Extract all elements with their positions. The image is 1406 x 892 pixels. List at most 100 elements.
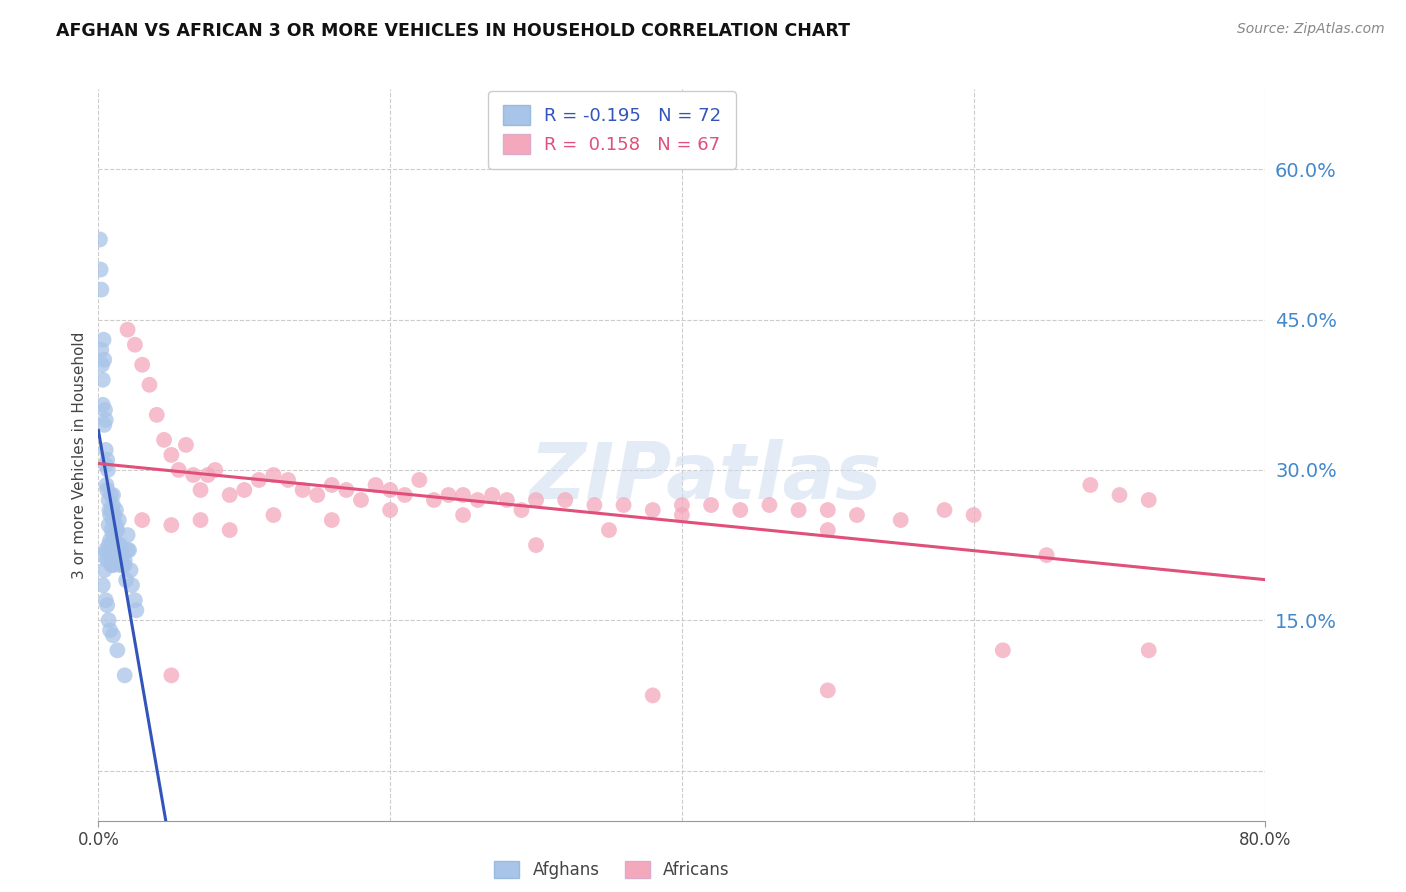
Point — [112, 558, 135, 573]
Point — [218, 488, 240, 502]
Point — [104, 503, 127, 517]
Point — [96, 453, 118, 467]
Point — [247, 473, 270, 487]
Point — [101, 498, 124, 512]
Point — [117, 323, 139, 337]
Point — [612, 498, 634, 512]
Point — [1137, 493, 1160, 508]
Point — [100, 523, 122, 537]
Point — [97, 613, 120, 627]
Point — [101, 528, 124, 542]
Point — [103, 508, 125, 522]
Point — [160, 518, 183, 533]
Point — [153, 433, 176, 447]
Point — [817, 503, 839, 517]
Point — [451, 508, 474, 522]
Point — [91, 548, 114, 562]
Point — [96, 553, 118, 567]
Point — [730, 503, 752, 517]
Point — [131, 513, 153, 527]
Point — [758, 498, 780, 512]
Point — [114, 558, 136, 573]
Point — [93, 333, 115, 347]
Point — [94, 413, 117, 427]
Point — [118, 543, 141, 558]
Point — [117, 543, 139, 558]
Point — [97, 518, 120, 533]
Point — [218, 523, 240, 537]
Point — [890, 513, 912, 527]
Point — [114, 553, 136, 567]
Point — [817, 523, 839, 537]
Point — [991, 643, 1014, 657]
Point — [394, 488, 416, 502]
Point — [105, 643, 128, 657]
Point — [98, 503, 121, 517]
Point — [96, 598, 118, 612]
Point — [451, 488, 474, 502]
Point — [104, 523, 127, 537]
Point — [204, 463, 226, 477]
Point — [671, 508, 693, 522]
Point — [845, 508, 868, 522]
Point — [291, 483, 314, 497]
Point — [110, 558, 132, 573]
Point — [233, 483, 256, 497]
Point — [190, 513, 212, 527]
Point — [190, 483, 212, 497]
Point — [121, 578, 143, 592]
Point — [321, 478, 343, 492]
Point — [197, 467, 219, 482]
Point — [160, 668, 183, 682]
Point — [91, 358, 114, 372]
Point — [108, 513, 131, 527]
Point — [93, 563, 115, 577]
Point — [174, 438, 197, 452]
Point — [1108, 488, 1130, 502]
Point — [89, 232, 111, 246]
Point — [510, 503, 533, 517]
Point — [437, 488, 460, 502]
Point — [91, 398, 114, 412]
Point — [817, 683, 839, 698]
Point — [101, 513, 124, 527]
Point — [100, 503, 122, 517]
Point — [641, 689, 664, 703]
Point — [125, 603, 148, 617]
Point — [277, 473, 299, 487]
Point — [91, 373, 114, 387]
Point — [262, 508, 284, 522]
Point — [98, 508, 121, 522]
Point — [97, 538, 120, 552]
Point — [91, 578, 114, 592]
Point — [378, 483, 402, 497]
Text: ZIPatlas: ZIPatlas — [529, 439, 882, 515]
Point — [350, 493, 373, 508]
Point — [101, 538, 124, 552]
Y-axis label: 3 or more Vehicles in Household: 3 or more Vehicles in Household — [72, 331, 87, 579]
Point — [100, 558, 122, 573]
Point — [94, 442, 117, 457]
Point — [114, 668, 136, 682]
Point — [378, 503, 402, 517]
Point — [524, 538, 547, 552]
Point — [94, 543, 117, 558]
Point — [467, 493, 489, 508]
Point — [90, 343, 112, 357]
Point — [111, 548, 134, 562]
Point — [671, 498, 693, 512]
Point — [160, 448, 183, 462]
Point — [131, 358, 153, 372]
Point — [1035, 548, 1057, 562]
Point — [94, 458, 117, 472]
Point — [90, 262, 112, 277]
Point — [104, 518, 127, 533]
Point — [94, 593, 117, 607]
Text: AFGHAN VS AFRICAN 3 OR MORE VEHICLES IN HOUSEHOLD CORRELATION CHART: AFGHAN VS AFRICAN 3 OR MORE VEHICLES IN … — [56, 22, 851, 40]
Point — [495, 493, 517, 508]
Point — [321, 513, 343, 527]
Point — [101, 488, 124, 502]
Point — [96, 478, 118, 492]
Point — [124, 337, 146, 351]
Point — [108, 538, 131, 552]
